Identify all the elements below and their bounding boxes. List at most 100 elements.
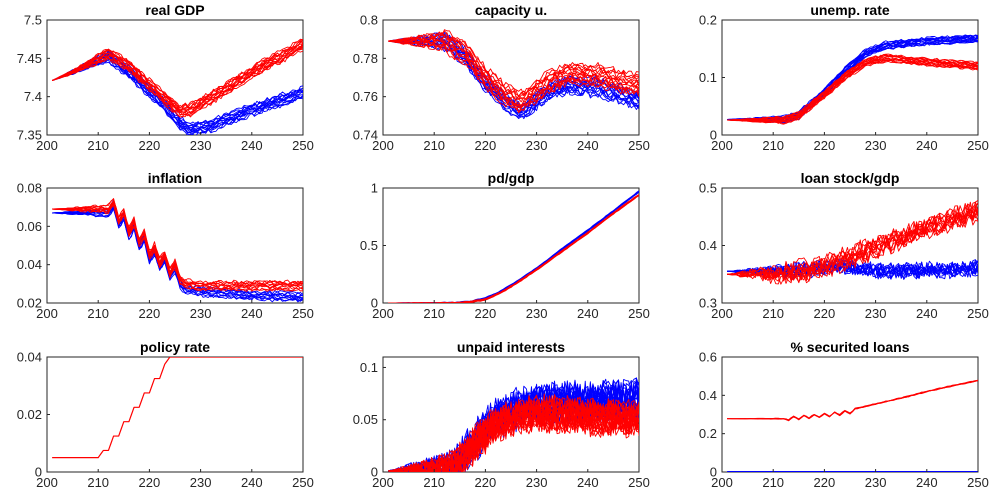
x-tick-label: 210 <box>87 475 109 490</box>
subplot-title: capacity u. <box>475 2 547 18</box>
series-line <box>388 38 639 107</box>
series-line <box>727 201 978 276</box>
subplot-2: 200 210 220 230 240 250 0 0.1 0.2 unemp. rate <box>699 2 989 153</box>
x-tick-label: 210 <box>423 306 445 321</box>
series-line <box>727 209 978 284</box>
axes-frame <box>46 356 304 473</box>
x-tick-label: 230 <box>190 306 212 321</box>
subplot-1: 200 210 220 230 240 250 0.74 0.76 0.78 0.8 capacit… <box>353 2 650 153</box>
x-tick-label: 220 <box>139 138 161 153</box>
y-tick-label: 0 <box>371 465 378 480</box>
x-tick-label: 210 <box>423 138 445 153</box>
x-tick-label: 200 <box>372 306 394 321</box>
x-tick-label: 250 <box>967 138 989 153</box>
x-tick-label: 210 <box>762 138 784 153</box>
x-tick-label: 220 <box>139 306 161 321</box>
subplot-3: 200 210 220 230 240 250 0.02 0.04 0.06 0.08 inflat… <box>17 170 314 321</box>
x-tick-label: 200 <box>711 306 733 321</box>
axes-frame <box>721 356 979 473</box>
series-line <box>388 380 639 472</box>
series-line <box>51 56 303 133</box>
x-tick-label: 210 <box>87 138 109 153</box>
x-tick-label: 240 <box>241 306 263 321</box>
x-tick-label: 210 <box>762 475 784 490</box>
y-tick-label: 0.02 <box>17 296 42 311</box>
series-line <box>727 379 978 421</box>
plot-area <box>52 198 303 303</box>
series-line <box>51 38 303 109</box>
y-tick-label: 0.06 <box>17 219 42 234</box>
y-tick-label: 0.3 <box>699 296 717 311</box>
y-tick-label: 0.1 <box>360 360 378 375</box>
x-tick-label: 250 <box>628 138 650 153</box>
subplot-title: inflation <box>148 170 202 186</box>
subplot-4: 200 210 220 230 240 250 0 0.5 1 pd/gdp <box>360 170 650 321</box>
y-tick-label: 7.35 <box>17 128 42 143</box>
x-tick-label: 230 <box>190 138 212 153</box>
series-line <box>388 400 639 472</box>
y-tick-label: 7.45 <box>17 51 42 66</box>
y-tick-label: 0.2 <box>699 13 717 28</box>
plot-area <box>388 29 639 120</box>
plot-area <box>52 357 303 459</box>
subplot-8: 200 210 220 230 240 250 0 0.2 0.4 0.6 % securited … <box>699 339 989 490</box>
x-tick-label: 240 <box>241 475 263 490</box>
subplot-title: policy rate <box>140 339 210 355</box>
x-tick-label: 250 <box>292 138 314 153</box>
series-line <box>52 198 303 285</box>
series-line <box>51 38 303 109</box>
x-tick-label: 220 <box>814 306 836 321</box>
x-tick-label: 200 <box>711 138 733 153</box>
x-tick-label: 250 <box>967 306 989 321</box>
x-tick-label: 240 <box>916 475 938 490</box>
plot-area <box>388 190 639 303</box>
x-tick-label: 200 <box>372 475 394 490</box>
y-tick-label: 0.1 <box>699 70 717 85</box>
y-tick-label: 0.5 <box>699 181 717 196</box>
series-line <box>51 48 303 118</box>
x-tick-label: 230 <box>865 475 887 490</box>
y-tick-label: 0 <box>35 465 42 480</box>
subplot-title: unemp. rate <box>810 2 890 18</box>
axes-frame <box>46 19 304 136</box>
series-line <box>52 357 303 459</box>
x-tick-label: 200 <box>372 138 394 153</box>
x-tick-label: 240 <box>577 475 599 490</box>
y-tick-label: 0.5 <box>360 238 378 253</box>
y-tick-label: 7.4 <box>24 89 42 104</box>
plot-area <box>51 38 303 135</box>
y-tick-label: 1 <box>371 181 378 196</box>
series-line <box>52 198 303 285</box>
x-tick-label: 200 <box>711 475 733 490</box>
axes-frame <box>721 187 979 304</box>
x-tick-label: 230 <box>526 475 548 490</box>
series-line <box>51 53 303 131</box>
x-tick-label: 230 <box>526 138 548 153</box>
x-tick-label: 200 <box>36 475 58 490</box>
y-tick-label: 0.04 <box>17 350 42 365</box>
series-line <box>388 396 639 472</box>
x-tick-label: 240 <box>577 138 599 153</box>
y-tick-label: 0.08 <box>17 181 42 196</box>
subplot-title: real GDP <box>145 2 204 18</box>
x-tick-label: 200 <box>36 306 58 321</box>
series-line <box>388 40 639 114</box>
y-tick-label: 0 <box>371 296 378 311</box>
subplot-6: 200 210 220 230 240 250 0 0.02 0.04 policy rate <box>17 339 314 490</box>
y-tick-label: 0.4 <box>699 238 717 253</box>
x-tick-label: 220 <box>814 138 836 153</box>
x-tick-label: 230 <box>526 306 548 321</box>
series-line <box>727 201 978 278</box>
y-tick-label: 0.74 <box>353 128 378 143</box>
x-tick-label: 220 <box>139 475 161 490</box>
x-tick-label: 230 <box>865 138 887 153</box>
series-line <box>727 53 978 121</box>
subplot-5: 200 210 220 230 240 250 0.3 0.4 0.5 loan stock/gd… <box>699 170 989 321</box>
x-tick-label: 220 <box>814 475 836 490</box>
series-line <box>388 29 639 96</box>
x-tick-label: 230 <box>190 475 212 490</box>
series-line <box>388 194 639 303</box>
y-tick-label: 0.4 <box>699 388 717 403</box>
x-tick-label: 240 <box>916 306 938 321</box>
y-tick-label: 0 <box>710 465 717 480</box>
